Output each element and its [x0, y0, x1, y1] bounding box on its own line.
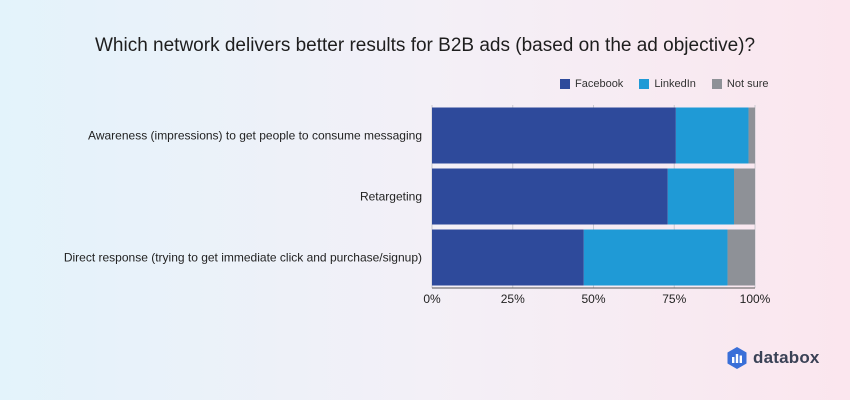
- legend-item-facebook: Facebook: [560, 78, 623, 90]
- x-tick-label: 50%: [581, 292, 605, 306]
- legend-label-not-sure: Not sure: [726, 78, 769, 90]
- legend-item-linkedin: LinkedIn: [639, 78, 696, 90]
- bar-segment-linkedin: [583, 229, 728, 286]
- category-label: Direct response (trying to get immediate…: [64, 251, 422, 265]
- category-label: Retargeting: [360, 190, 422, 204]
- x-tick-label: 25%: [501, 292, 525, 306]
- legend-label-linkedin: LinkedIn: [654, 78, 696, 90]
- bar-segment-not-sure: [727, 229, 755, 286]
- databox-logo-icon: [727, 347, 747, 369]
- bar-segment-facebook: [432, 107, 676, 164]
- bar-segment-not-sure: [748, 107, 755, 164]
- legend-label-facebook: Facebook: [575, 78, 624, 90]
- bar-segment-facebook: [432, 168, 668, 225]
- x-tick-label: 75%: [662, 292, 686, 306]
- legend-swatch-facebook: [560, 79, 570, 89]
- databox-brand: databox: [727, 347, 820, 369]
- bar-segment-facebook: [432, 229, 584, 286]
- brand-name: databox: [753, 348, 820, 367]
- bar-segment-linkedin: [667, 168, 735, 225]
- chart-legend: Facebook LinkedIn Not sure: [560, 77, 768, 91]
- legend-swatch-linkedin: [639, 79, 650, 89]
- legend-item-not-sure: Not sure: [711, 78, 769, 90]
- legend-swatch-not-sure: [711, 79, 722, 89]
- category-label: Awareness (impressions) to get people to…: [88, 129, 422, 143]
- chart-title: Which network delivers better results fo…: [94, 35, 756, 56]
- x-tick-label: 100%: [740, 292, 771, 306]
- bar-segment-not-sure: [734, 168, 755, 225]
- bar-segment-linkedin: [675, 107, 749, 164]
- x-tick-label: 0%: [423, 292, 441, 306]
